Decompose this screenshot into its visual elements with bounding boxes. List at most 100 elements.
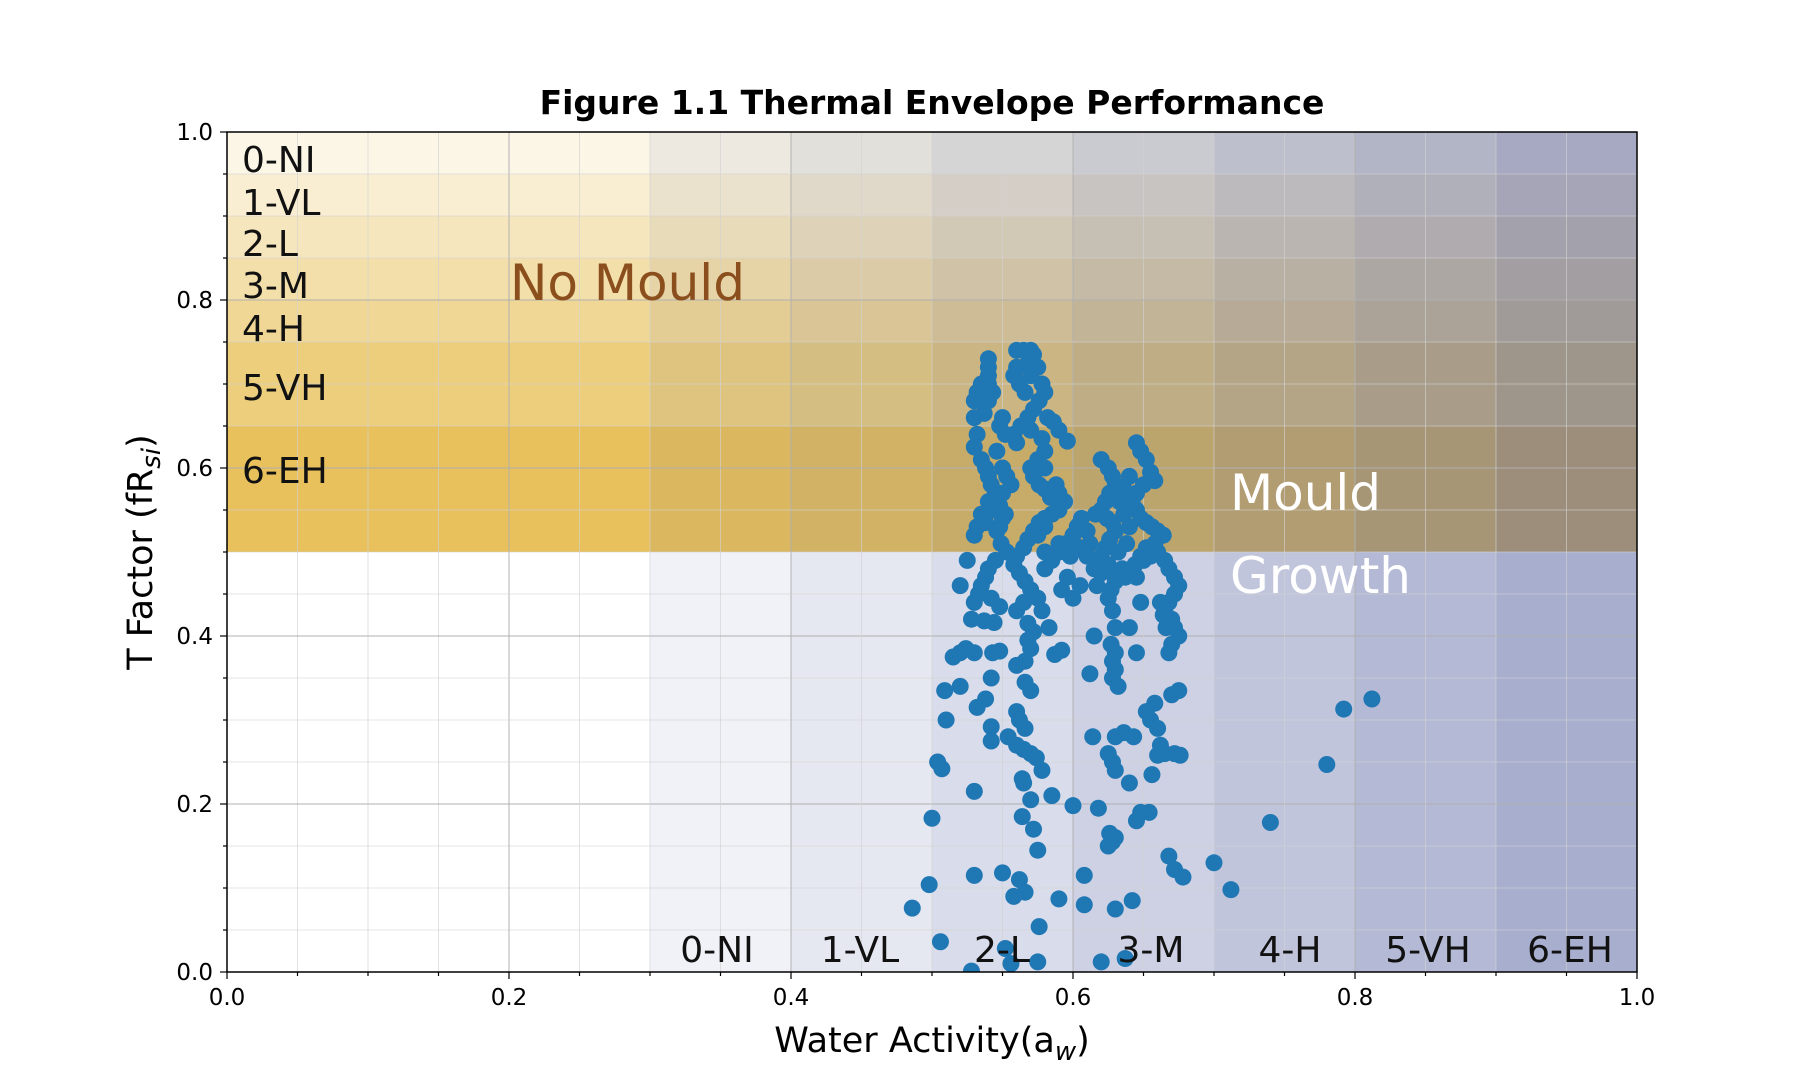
scatter-point (982, 669, 1000, 687)
y-band-label: 0-NI (242, 140, 315, 181)
scatter-point (1087, 505, 1105, 523)
scatter-point (1120, 619, 1138, 637)
scatter-point (1123, 892, 1141, 910)
scatter-point (1071, 577, 1089, 595)
scatter-point (1030, 918, 1048, 936)
scatter-point (1029, 841, 1047, 859)
scatter-point (937, 711, 955, 729)
grid-lines (227, 132, 1637, 972)
scatter-point (1127, 644, 1145, 662)
scatter-point (965, 438, 983, 456)
scatter-point (1058, 432, 1076, 450)
scatter-point (1118, 535, 1136, 553)
scatter-point (965, 866, 983, 884)
scatter-point (965, 409, 983, 427)
scatter-point (1318, 756, 1336, 774)
scatter-point (1010, 711, 1028, 729)
y-band-label: 3-M (242, 266, 309, 307)
scatter-point (962, 610, 980, 628)
scatter-point (929, 753, 947, 771)
scatter-point (1106, 900, 1124, 918)
y-tick-label: 1.0 (176, 120, 213, 146)
chart-title: Figure 1.1 Thermal Envelope Performance (540, 83, 1325, 122)
scatter-point (1040, 619, 1058, 637)
scatter-point (1106, 761, 1124, 779)
x-tick-label: 1.0 (1619, 985, 1656, 1011)
y-band-label: 1-VL (242, 183, 320, 224)
scatter-point (1070, 516, 1088, 534)
scatter-point (965, 593, 983, 611)
scatter-point (958, 551, 976, 569)
scatter-point (1043, 787, 1061, 805)
x-band-label: 3-M (1118, 930, 1185, 971)
y-band-labels: 0-NI 1-VL 2-L 3-M 4-H 5-VH 6-EH (242, 140, 328, 492)
scatter-point (1127, 812, 1145, 830)
scatter-point (1053, 641, 1071, 659)
scatter-point (1106, 619, 1124, 637)
scatter-point (1140, 803, 1158, 821)
axis-ticks: 0.0 0.2 0.4 0.6 0.8 1.0 0.0 0.2 0.4 0.6 0.8 1.0 (176, 120, 1655, 1011)
y-tick-label: 0.8 (176, 288, 213, 314)
scatter-point (1174, 868, 1192, 886)
scatter-point (1008, 434, 1026, 452)
scatter-point (1113, 560, 1131, 578)
x-tick-label: 0.6 (1055, 985, 1092, 1011)
y-tick-label: 0.4 (176, 624, 213, 650)
scatter-point (936, 682, 954, 700)
y-tick-label: 0.2 (176, 792, 213, 818)
scatter-point (1033, 602, 1051, 620)
scatter-point (1109, 677, 1127, 695)
scatter-point (996, 939, 1014, 957)
scatter-point (1075, 866, 1093, 884)
scatter-point (1013, 770, 1031, 788)
scatter-point (1019, 614, 1037, 632)
scatter-point (1132, 593, 1150, 611)
scatter-point (982, 718, 1000, 736)
scatter-point (1064, 797, 1082, 815)
scatter-point (1120, 467, 1138, 485)
y-band-label: 4-H (242, 309, 305, 350)
scatter-point (1170, 682, 1188, 700)
scatter-point (923, 809, 941, 827)
scatter-point (1029, 358, 1047, 376)
scatter-point (1050, 890, 1068, 908)
scatter-point (968, 698, 986, 716)
x-band-label: 6-EH (1527, 930, 1613, 971)
scatter-point (1050, 535, 1068, 553)
scatter-point (1149, 746, 1167, 764)
scatter-point (991, 598, 1009, 616)
scatter-point (1171, 746, 1189, 764)
scatter-point (1205, 854, 1223, 872)
scatter-point (965, 526, 983, 544)
scatter-point (962, 962, 980, 972)
scatter-point (1016, 383, 1034, 401)
scatter-point (1088, 577, 1106, 595)
x-tick-label: 0.4 (773, 985, 810, 1011)
scatter-point (951, 677, 969, 695)
scatter-point (1029, 953, 1047, 971)
scatter-point (1089, 799, 1107, 817)
x-band-label: 0-NI (680, 930, 753, 971)
scatter-point (996, 505, 1014, 523)
scatter-point (1092, 953, 1110, 971)
scatter-point (988, 442, 1006, 460)
scatter-point (1022, 791, 1040, 809)
scatter-point (1025, 820, 1043, 838)
y-band-label: 2-L (242, 224, 298, 265)
scatter-point (1137, 703, 1155, 721)
growth-annotation: Growth (1230, 547, 1411, 605)
scatter-point (920, 876, 938, 894)
scatter-point (1036, 459, 1054, 477)
scatter-point (903, 899, 921, 917)
data-points (903, 341, 1381, 972)
scatter-point (944, 648, 962, 666)
scatter-point (1081, 665, 1099, 683)
scatter-point (965, 782, 983, 800)
scatter-point (1078, 547, 1096, 565)
scatter-point (1016, 673, 1034, 691)
scatter-point (1036, 543, 1054, 561)
scatter-point (985, 614, 1003, 632)
scatter-point (1084, 728, 1102, 746)
scatter-point (1120, 774, 1138, 792)
